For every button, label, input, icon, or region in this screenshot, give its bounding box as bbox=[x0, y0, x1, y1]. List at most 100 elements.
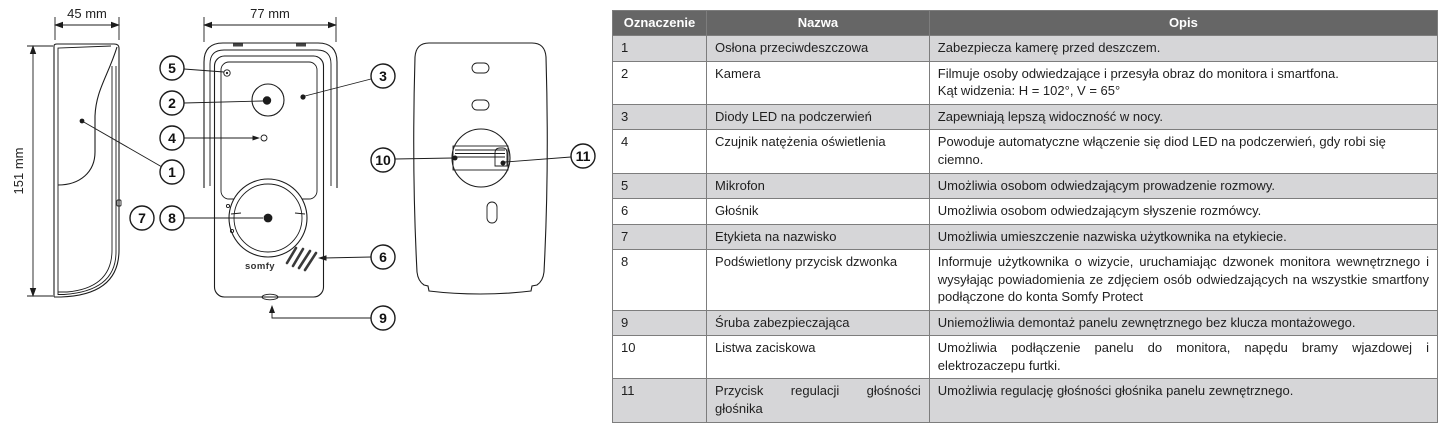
leader-lines bbox=[81, 68, 572, 319]
header-opis: Opis bbox=[928, 9, 1438, 37]
part-name-cell: Podświetlony przycisk dzwonka bbox=[706, 249, 930, 311]
callout-8: 8 bbox=[159, 205, 185, 231]
table-row: 8 Podświetlony przycisk dzwonka Informuj… bbox=[611, 249, 1438, 311]
part-id-cell: 7 bbox=[611, 223, 708, 251]
callout-4: 4 bbox=[159, 125, 185, 151]
back-panel-outline bbox=[413, 42, 548, 295]
hood-notch-right bbox=[296, 43, 306, 47]
security-screw bbox=[261, 293, 279, 301]
side-view-screw-bump bbox=[116, 199, 122, 207]
table-header-row: Oznaczenie Nazwa Opis bbox=[611, 9, 1438, 37]
part-desc-cell: Powoduje automatyczne włączenie się diod… bbox=[928, 129, 1438, 174]
dimension-side-width: 45 mm bbox=[54, 6, 120, 40]
leader-dot-10 bbox=[452, 155, 458, 161]
parts-table-pane: Oznaczenie Nazwa Opis 1 Osłona przeciwde… bbox=[611, 9, 1438, 423]
svg-text:3: 3 bbox=[379, 68, 387, 84]
part-desc-cell: Uniemożliwia demontaż panelu zewnętrzneg… bbox=[928, 309, 1438, 337]
volume-button bbox=[494, 147, 508, 167]
svg-text:8: 8 bbox=[168, 210, 176, 226]
dimension-front-width: 77 mm bbox=[203, 6, 337, 42]
svg-text:7: 7 bbox=[138, 210, 146, 226]
part-id-cell: 3 bbox=[611, 103, 708, 131]
dimension-label-151mm: 151 mm bbox=[11, 148, 26, 195]
back-view bbox=[413, 42, 548, 295]
camera-lens bbox=[251, 83, 285, 117]
part-id-cell: 1 bbox=[611, 35, 708, 62]
table-row: 4 Czujnik natężenia oświetlenia Powoduje… bbox=[611, 129, 1438, 174]
dimension-label-77mm: 77 mm bbox=[250, 6, 290, 21]
leader-dot-8 bbox=[263, 213, 273, 223]
table-row: 1 Osłona przeciwdeszczowa Zabezpiecza ka… bbox=[611, 35, 1438, 62]
device-diagram: 45 mm 77 mm 151 mm bbox=[0, 0, 612, 433]
mounting-slot-top bbox=[471, 62, 490, 74]
callout-9: 9 bbox=[370, 305, 396, 331]
part-id-cell: 6 bbox=[611, 198, 708, 225]
part-desc-cell: Umożliwia osobom odwiedzającym prowadzen… bbox=[928, 172, 1438, 200]
part-id-cell: 11 bbox=[611, 378, 708, 423]
hood-notch-left bbox=[233, 43, 243, 47]
callout-10: 10 bbox=[370, 147, 396, 173]
leader-dot-3 bbox=[300, 94, 306, 100]
svg-text:5: 5 bbox=[168, 60, 176, 76]
part-name-cell: Głośnik bbox=[706, 198, 930, 225]
callout-11: 11 bbox=[570, 143, 596, 169]
part-desc-cell: Umożliwia osobom odwiedzającym słyszenie… bbox=[928, 198, 1438, 225]
terminal-recess bbox=[451, 128, 511, 188]
leader-dot-2 bbox=[262, 96, 272, 105]
svg-text:2: 2 bbox=[168, 95, 176, 111]
light-sensor bbox=[260, 134, 268, 142]
svg-text:11: 11 bbox=[576, 148, 591, 164]
dimension-height: 151 mm bbox=[11, 45, 53, 297]
table-row: 7 Etykieta na nazwisko Umożliwia umieszc… bbox=[611, 223, 1438, 251]
svg-text:1: 1 bbox=[168, 164, 176, 180]
callout-2: 2 bbox=[159, 90, 185, 116]
table-row: 6 Głośnik Umożliwia osobom odwiedzającym… bbox=[611, 198, 1438, 225]
side-view bbox=[53, 43, 122, 298]
part-name-cell: Czujnik natężenia oświetlenia bbox=[706, 129, 930, 174]
somfy-logo: somfy bbox=[245, 261, 275, 272]
svg-text:9: 9 bbox=[379, 310, 387, 326]
part-name-cell: Diody LED na podczerwień bbox=[706, 103, 930, 131]
leader-dot-11 bbox=[500, 160, 506, 166]
callout-7: 7 bbox=[129, 205, 155, 231]
callouts: 5 2 4 1 7 8 3 bbox=[129, 55, 596, 331]
table-row: 10 Listwa zaciskowa Umożliwia podłączeni… bbox=[611, 335, 1438, 380]
callout-5: 5 bbox=[159, 55, 185, 81]
dimension-label-45mm: 45 mm bbox=[67, 6, 107, 21]
part-id-cell: 4 bbox=[611, 129, 708, 174]
table-row: 3 Diody LED na podczerwień Zapewniają le… bbox=[611, 103, 1438, 131]
mounting-slot-middle bbox=[471, 99, 490, 111]
part-desc-cell: Zabezpiecza kamerę przed deszczem. bbox=[928, 35, 1438, 62]
header-oznaczenie: Oznaczenie bbox=[611, 9, 708, 37]
part-name-cell: Listwa zaciskowa bbox=[706, 335, 930, 380]
part-name-cell: Osłona przeciwdeszczowa bbox=[706, 35, 930, 62]
part-id-cell: 5 bbox=[611, 172, 708, 200]
part-name-cell: Mikrofon bbox=[706, 172, 930, 200]
part-id-cell: 2 bbox=[611, 60, 708, 105]
part-desc-cell: Informuje użytkownika o wizycie, urucham… bbox=[928, 249, 1438, 311]
svg-text:6: 6 bbox=[379, 249, 387, 265]
callout-3: 3 bbox=[370, 63, 396, 89]
front-view: somfy bbox=[203, 42, 338, 301]
part-name-cell: Przycisk regulacji głośności głośnika bbox=[706, 378, 930, 423]
header-nazwa: Nazwa bbox=[706, 9, 930, 37]
speaker-waves-icon bbox=[285, 246, 318, 272]
callout-6: 6 bbox=[370, 244, 396, 270]
part-name-cell: Etykieta na nazwisko bbox=[706, 223, 930, 251]
callout-1: 1 bbox=[159, 159, 185, 185]
part-desc-cell: Umożliwia umieszczenie nazwiska użytkown… bbox=[928, 223, 1438, 251]
mounting-slot-bottom bbox=[486, 201, 498, 224]
part-id-cell: 8 bbox=[611, 249, 708, 311]
table-row: 11 Przycisk regulacji głośności głośnika… bbox=[611, 378, 1438, 423]
microphone-hole bbox=[223, 69, 231, 77]
part-name-cell: Śruba zabezpieczająca bbox=[706, 309, 930, 337]
side-view-hood-curve bbox=[57, 46, 118, 186]
svg-text:4: 4 bbox=[168, 130, 176, 146]
parts-table: Oznaczenie Nazwa Opis 1 Osłona przeciwde… bbox=[611, 9, 1438, 423]
rain-hood bbox=[203, 42, 338, 188]
svg-text:10: 10 bbox=[375, 152, 391, 168]
part-desc-cell: Filmuje osoby odwiedzające i przesyła ob… bbox=[928, 60, 1438, 105]
table-row: 9 Śruba zabezpieczająca Uniemożliwia dem… bbox=[611, 309, 1438, 337]
table-row: 5 Mikrofon Umożliwia osobom odwiedzający… bbox=[611, 172, 1438, 200]
part-desc-cell: Umożliwia regulację głośności głośnika p… bbox=[928, 378, 1438, 423]
